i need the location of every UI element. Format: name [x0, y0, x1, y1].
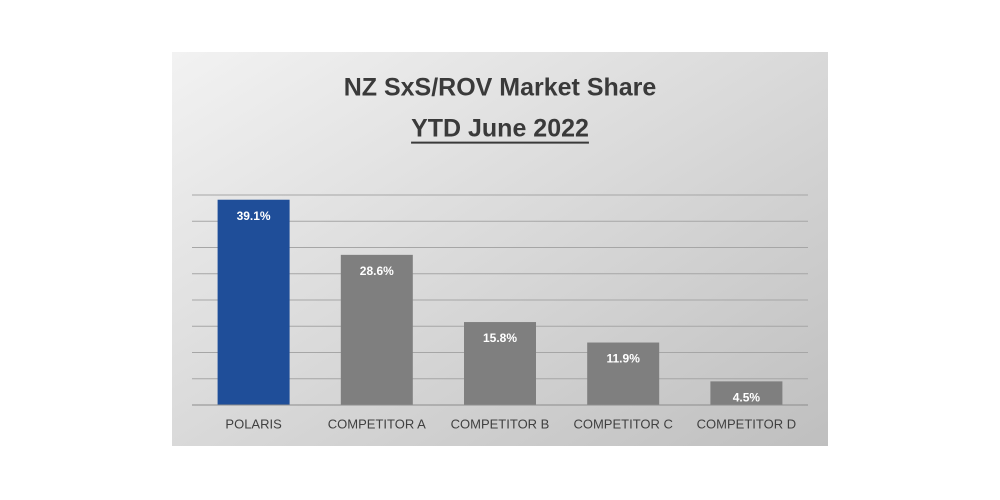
chart-title: NZ SxS/ROV Market Share — [344, 74, 657, 102]
x-tick-label: COMPETITOR B — [451, 416, 550, 431]
data-label: 15.8% — [483, 331, 517, 345]
bar — [217, 199, 290, 405]
data-label: 39.1% — [237, 209, 271, 223]
bar — [464, 322, 536, 405]
data-label: 28.6% — [360, 264, 394, 278]
chart-subtitle: YTD June 2022 — [411, 115, 589, 143]
data-label: 4.5% — [733, 391, 761, 405]
x-tick-label: COMPETITOR C — [573, 416, 672, 431]
bar — [710, 381, 783, 405]
x-tick-label: COMPETITOR D — [697, 416, 796, 431]
x-tick-label: POLARIS — [225, 416, 282, 431]
bar — [340, 254, 413, 405]
data-label: 11.9% — [607, 352, 641, 366]
bar — [587, 342, 660, 405]
x-tick-label: COMPETITOR A — [328, 416, 426, 431]
